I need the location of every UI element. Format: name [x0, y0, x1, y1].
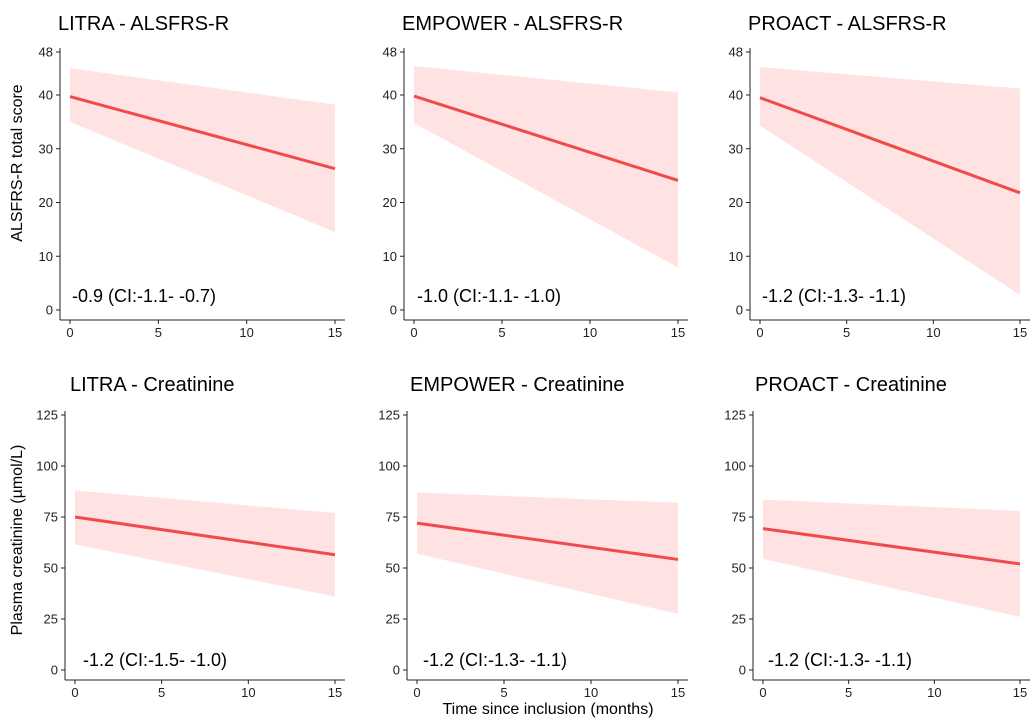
- x-tick-label: 5: [500, 685, 507, 700]
- x-tick-label: 10: [239, 325, 253, 340]
- confidence-band: [760, 67, 1020, 295]
- y-tick-label: 0: [51, 663, 58, 678]
- panel-title: EMPOWER - ALSFRS-R: [402, 13, 623, 35]
- y-tick-label: 25: [44, 612, 58, 627]
- panel-title: LITRA - ALSFRS-R: [58, 13, 229, 35]
- confidence-band: [70, 68, 335, 233]
- trend-line: [74, 515, 336, 557]
- y-tick-label: 125: [378, 408, 400, 423]
- x-tick-label: 5: [155, 325, 162, 340]
- chart-panels: LITRA - ALSFRS-R 0 10 20 30 40 48 0 5 10 15 -0.9 (C…: [36, 13, 1030, 700]
- y-tick-label: 50: [732, 561, 746, 576]
- x-tick-label: 5: [498, 325, 505, 340]
- slope-annotation: -0.9 (CI:-1.1- -0.7): [72, 286, 216, 306]
- trend-line: [416, 521, 679, 561]
- y-tick-label: 125: [36, 408, 58, 423]
- y-tick-label: 100: [36, 459, 58, 474]
- x-tick-label: 10: [241, 685, 255, 700]
- y-tick-label: 50: [386, 561, 400, 576]
- y-tick-label: 0: [393, 663, 400, 678]
- y-tick-label: 20: [383, 195, 397, 210]
- confidence-band: [763, 499, 1020, 617]
- y-tick-label: 30: [39, 141, 53, 156]
- y-tick-label: 30: [383, 141, 397, 156]
- x-tick-label: 5: [158, 685, 165, 700]
- x-tick-label: 0: [756, 325, 763, 340]
- y-tick-label: 25: [386, 612, 400, 627]
- y-tick-label: 20: [39, 195, 53, 210]
- y-tick-label: 40: [729, 88, 743, 103]
- x-tick-label: 0: [759, 685, 766, 700]
- y-tick-label: 40: [383, 88, 397, 103]
- y-axis-label-bottom: Plasma creatinine (µmol/L): [9, 445, 26, 636]
- x-tick-label: 5: [845, 685, 852, 700]
- y-axis-label-top: ALSFRS-R total score: [9, 84, 26, 241]
- y-tick-label: 0: [390, 303, 397, 318]
- y-tick-label: 100: [724, 459, 746, 474]
- y-tick-label: 48: [39, 45, 53, 60]
- x-tick-label: 10: [926, 325, 940, 340]
- x-tick-label: 15: [328, 685, 342, 700]
- y-tick-label: 50: [44, 561, 58, 576]
- trend-line: [69, 95, 336, 171]
- confidence-band: [75, 490, 335, 597]
- x-tick-label: 15: [1013, 685, 1027, 700]
- y-tick-label: 40: [39, 88, 53, 103]
- y-tick-label: 0: [739, 663, 746, 678]
- slope-annotation: -1.2 (CI:-1.5- -1.0): [83, 650, 227, 670]
- y-tick-label: 75: [732, 510, 746, 525]
- y-tick-label: 125: [724, 408, 746, 423]
- y-tick-label: 100: [378, 459, 400, 474]
- x-tick-label: 15: [328, 325, 342, 340]
- x-tick-label: 0: [413, 685, 420, 700]
- trend-line: [413, 94, 679, 182]
- y-tick-label: 0: [46, 303, 53, 318]
- trend-line: [759, 96, 1021, 195]
- x-tick-label: 10: [584, 685, 598, 700]
- x-tick-label: 15: [671, 325, 685, 340]
- x-tick-label: 5: [843, 325, 850, 340]
- x-tick-label: 15: [1013, 325, 1027, 340]
- y-tick-label: 75: [386, 510, 400, 525]
- panel-title: LITRA - Creatinine: [70, 374, 235, 396]
- y-tick-label: 10: [729, 249, 743, 264]
- x-tick-label: 10: [583, 325, 597, 340]
- chart-panel-5: EMPOWER - Creatinine 0 25 50 75 100 125 0 5 10 15 -…: [378, 374, 688, 700]
- y-tick-label: 48: [729, 45, 743, 60]
- y-tick-label: 10: [383, 249, 397, 264]
- chart-panel-3: PROACT - ALSFRS-R 0 10 20 30 40 48 0 5 10 15 -1.2 (…: [729, 13, 1030, 340]
- chart-panel-4: LITRA - Creatinine 0 25 50 75 100 125 0 5 10 15 -1.…: [36, 374, 345, 700]
- y-tick-label: 48: [383, 45, 397, 60]
- y-tick-label: 30: [729, 141, 743, 156]
- panel-title: PROACT - ALSFRS-R: [748, 13, 947, 35]
- slope-annotation: -1.2 (CI:-1.3- -1.1): [768, 650, 912, 670]
- x-tick-label: 0: [71, 685, 78, 700]
- trend-line: [762, 527, 1021, 566]
- x-tick-label: 10: [927, 685, 941, 700]
- x-tick-label: 0: [410, 325, 417, 340]
- slope-annotation: -1.0 (CI:-1.1- -1.0): [417, 286, 561, 306]
- slope-annotation: -1.2 (CI:-1.3- -1.1): [423, 650, 567, 670]
- y-tick-label: 10: [39, 249, 53, 264]
- y-tick-label: 25: [732, 612, 746, 627]
- chart-panel-1: LITRA - ALSFRS-R 0 10 20 30 40 48 0 5 10 15 -0.9 (C…: [39, 13, 345, 340]
- chart-panel-2: EMPOWER - ALSFRS-R 0 10 20 30 40 48 0 5 10 15 -1.0 …: [383, 13, 688, 340]
- confidence-band: [417, 492, 678, 614]
- y-tick-label: 0: [736, 303, 743, 318]
- chart-panel-6: PROACT - Creatinine 0 25 50 75 100 125 0 5 10 15 -1…: [724, 374, 1030, 700]
- y-tick-label: 20: [729, 195, 743, 210]
- y-tick-label: 75: [44, 510, 58, 525]
- x-tick-label: 0: [66, 325, 73, 340]
- panel-title: EMPOWER - Creatinine: [410, 374, 625, 396]
- x-tick-label: 15: [671, 685, 685, 700]
- panel-title: PROACT - Creatinine: [755, 374, 947, 396]
- x-axis-label: Time since inclusion (months): [442, 701, 653, 718]
- slope-annotation: -1.2 (CI:-1.3- -1.1): [762, 286, 906, 306]
